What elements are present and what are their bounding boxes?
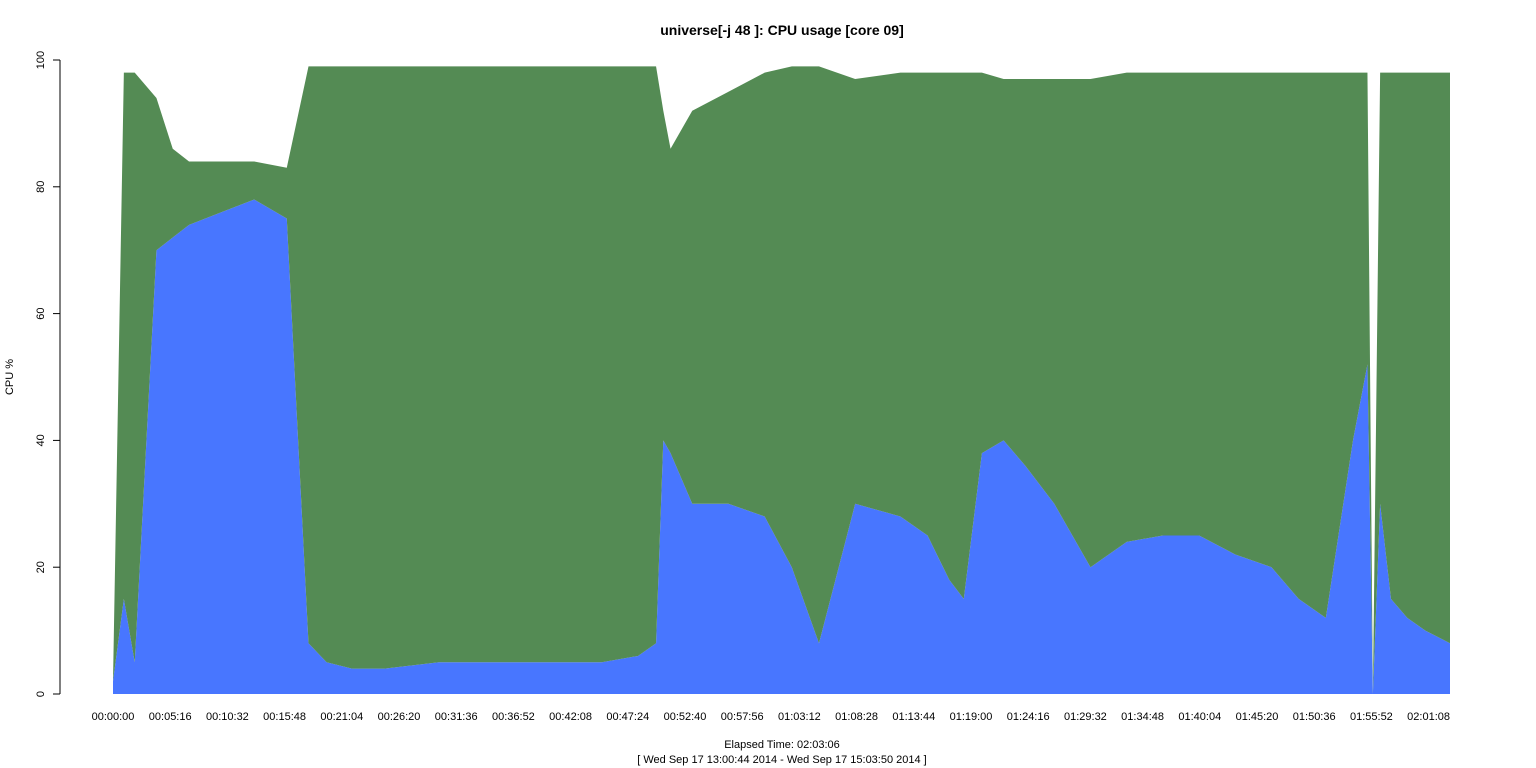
x-tick-label: 00:21:04: [320, 711, 363, 723]
x-tick-label: 00:36:52: [492, 711, 535, 723]
system-area: [113, 66, 1450, 695]
x-tick-label: 01:03:12: [778, 711, 821, 723]
x-tick-label: 00:42:08: [549, 711, 592, 723]
x-tick-label: 00:31:36: [435, 711, 478, 723]
y-tick-label: 80: [35, 181, 47, 193]
x-axis-label: Elapsed Time: 02:03:06: [724, 739, 840, 751]
x-tick-label: 00:10:32: [206, 711, 249, 723]
x-tick-label: 01:40:04: [1178, 711, 1221, 723]
user-area: [113, 199, 1450, 695]
x-tick-label: 01:19:00: [950, 711, 993, 723]
chart-title: universe[-j 48 ]: CPU usage [core 09]: [660, 22, 904, 38]
x-tick-label: 00:15:48: [263, 711, 306, 723]
x-tick-label: 00:47:24: [606, 711, 649, 723]
plot-area: [113, 66, 1450, 695]
x-tick-label: 01:08:28: [835, 711, 878, 723]
x-tick-label: 01:55:52: [1350, 711, 1393, 723]
y-axis: 0 20 40 60 80 100: [35, 51, 61, 697]
x-tick-label: 02:01:08: [1407, 711, 1450, 723]
y-tick-label: 100: [35, 51, 47, 69]
x-tick-label: 01:29:32: [1064, 711, 1107, 723]
y-tick-label: 20: [35, 561, 47, 573]
y-tick-label: 60: [35, 307, 47, 319]
x-tick-label: 00:52:40: [664, 711, 707, 723]
x-tick-label: 00:05:16: [149, 711, 192, 723]
x-axis: 00:00:00 00:05:16 00:10:32 00:15:48 00:21:04…: [92, 711, 1450, 723]
x-tick-label: 01:34:48: [1121, 711, 1164, 723]
chart-subtitle: [ Wed Sep 17 13:00:44 2014 - Wed Sep 17 …: [637, 754, 926, 766]
y-axis-label: CPU %: [4, 359, 16, 395]
x-tick-label: 01:50:36: [1293, 711, 1336, 723]
x-tick-label: 00:00:00: [92, 711, 135, 723]
x-tick-label: 01:24:16: [1007, 711, 1050, 723]
y-tick-label: 0: [35, 691, 47, 697]
x-tick-label: 00:57:56: [721, 711, 764, 723]
y-tick-label: 40: [35, 434, 47, 446]
x-tick-label: 01:13:44: [892, 711, 935, 723]
x-tick-label: 01:45:20: [1236, 711, 1279, 723]
x-tick-label: 00:26:20: [378, 711, 421, 723]
